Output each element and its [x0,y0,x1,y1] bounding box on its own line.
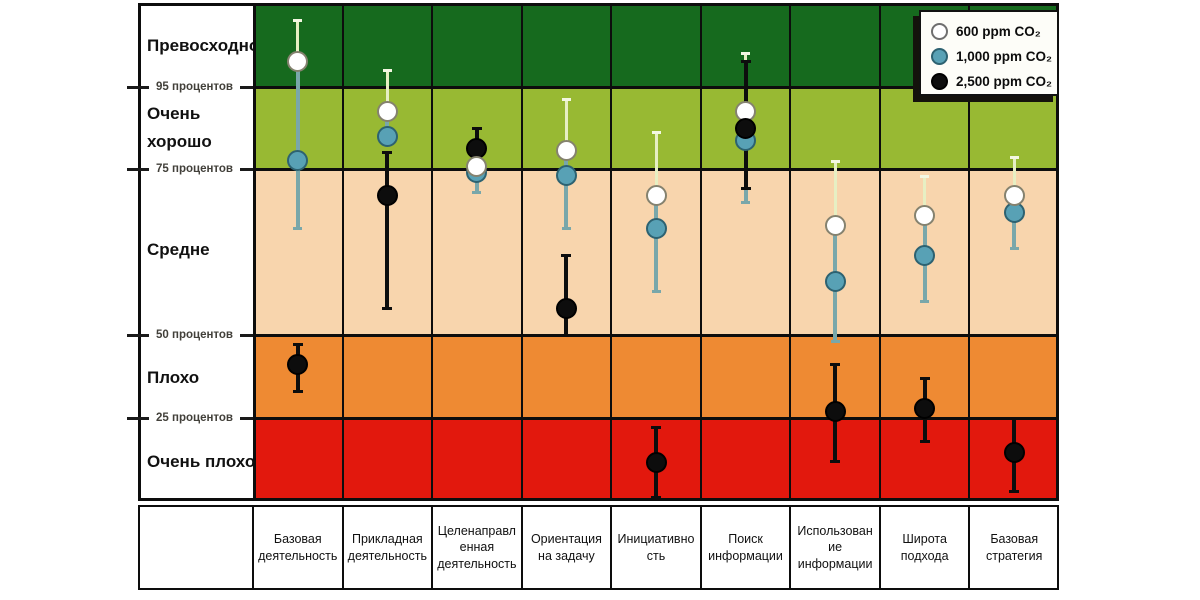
x-axis-category-row [138,505,1059,590]
band-label-very-good: Очень хорошо [147,104,212,152]
y-tick-75: 75 процентов [127,159,255,179]
tick-dash-icon [240,167,255,171]
tick-dash-icon [240,416,255,420]
legend-marker-2500ppm-icon [931,73,948,90]
legend-item-600ppm: 600 ppm CO₂ [931,19,1057,44]
band-label-very-poor: Очень плохо [147,452,256,471]
band-label-average: Средне [147,240,210,259]
legend-marker-1000ppm-icon [931,48,948,65]
y-axis-panel [138,3,253,501]
legend-item-2500ppm: 2,500 ppm CO₂ [931,69,1057,94]
plot-border [253,3,1059,501]
band-label-excellent: Превосходно [147,36,260,55]
y-tick-25: 25 процентов [127,408,255,428]
y-tick-50: 50 процентов [127,325,255,345]
tick-dash-icon [127,333,149,337]
tick-dash-icon [127,85,149,89]
legend-marker-600ppm-icon [931,23,948,40]
chart-legend: 600 ppm CO₂ 1,000 ppm CO₂ 2,500 ppm CO₂ [919,10,1059,96]
band-label-poor: Плохо [147,368,200,387]
tick-dash-icon [240,85,255,89]
tick-dash-icon [127,167,149,171]
tick-dash-icon [240,333,255,337]
tick-dash-icon [127,416,149,420]
y-tick-95: 95 процентов [127,77,255,97]
legend-item-1000ppm: 1,000 ppm CO₂ [931,44,1057,69]
